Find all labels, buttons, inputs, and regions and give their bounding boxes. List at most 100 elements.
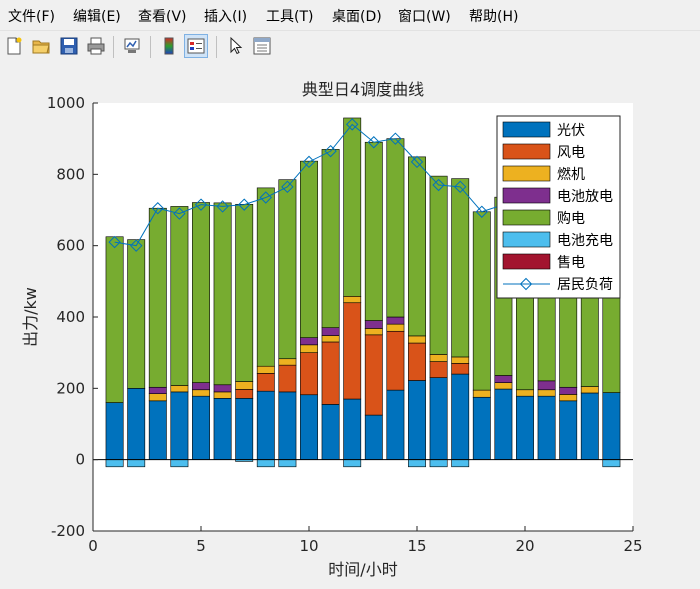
legend-label-6: 售电 (557, 255, 585, 271)
bar-3-12 (365, 321, 382, 329)
bar-2-3 (171, 385, 188, 391)
x-tick-label-1: 5 (196, 537, 206, 555)
x-axis-title: 时间/小时 (328, 560, 397, 579)
bar-0-11 (344, 399, 361, 460)
bar-4-13 (387, 139, 404, 317)
menu-item-3[interactable]: 插入(I) (204, 6, 247, 26)
bar-4-8 (279, 180, 296, 359)
bar-0-8 (279, 392, 296, 460)
bar-1-6 (236, 389, 253, 398)
save-icon[interactable] (57, 34, 81, 58)
bar-2-6 (236, 382, 253, 390)
bar-2-19 (516, 390, 533, 396)
bar-0-2 (149, 401, 166, 460)
open-file-icon[interactable] (29, 34, 53, 58)
bar-2-18 (495, 383, 512, 389)
bar-2-11 (344, 296, 361, 302)
legend-swatch-1 (503, 144, 550, 159)
bar-1-13 (387, 331, 404, 390)
legend-label-4: 购电 (557, 211, 585, 227)
menu-item-4[interactable]: 工具(T) (266, 6, 313, 26)
bar-4-3 (171, 206, 188, 385)
bar-2-4 (192, 390, 209, 396)
bar-0-12 (365, 415, 382, 460)
link-plot-icon[interactable] (120, 34, 144, 58)
menu-item-6[interactable]: 窗口(W) (398, 6, 451, 26)
bar-3-20 (538, 381, 555, 390)
bar-4-17 (473, 212, 490, 390)
legend-swatch-2 (503, 166, 550, 181)
figure-area: 0 5 10 15 20 25 -200 0 200 400 600 800 1000 光伏 风电 燃机 电池… (0, 63, 700, 589)
bar-4-7 (257, 188, 274, 366)
bar-4-11 (344, 118, 361, 296)
bar-0-20 (538, 396, 555, 459)
bar-0-18 (495, 389, 512, 460)
x-tick-label-2: 10 (299, 537, 318, 555)
bar-1-14 (408, 343, 425, 380)
bar-0-13 (387, 390, 404, 460)
bar-3-18 (495, 375, 512, 382)
menu-item-1[interactable]: 编辑(E) (73, 6, 121, 26)
legend-swatch-6 (503, 254, 550, 269)
legend-swatch-5 (503, 232, 550, 247)
new-figure-icon[interactable] (2, 34, 26, 58)
bar-0-5 (214, 398, 231, 459)
bar-2-13 (387, 324, 404, 331)
menu-item-7[interactable]: 帮助(H) (469, 6, 518, 26)
bar-0-22 (581, 393, 598, 460)
bar-0-15 (430, 378, 447, 460)
bar-0-10 (322, 404, 339, 459)
bar-0-6 (236, 398, 253, 459)
bar-2-10 (322, 336, 339, 342)
bar-0-3 (171, 392, 188, 460)
bar-5-16 (452, 460, 469, 467)
y-tick-label-3: 400 (56, 308, 85, 326)
bar-5-14 (408, 460, 425, 467)
bar-3-10 (322, 328, 339, 336)
bar-2-20 (538, 390, 555, 396)
toolbar (0, 30, 700, 64)
bar-4-15 (430, 176, 447, 354)
bar-3-21 (560, 387, 577, 394)
menu-item-2[interactable]: 查看(V) (138, 6, 187, 26)
bar-2-8 (279, 359, 296, 365)
edit-plot-arrow-icon[interactable] (223, 34, 247, 58)
bar-0-16 (452, 374, 469, 460)
bar-5-15 (430, 460, 447, 467)
x-tick-label-3: 15 (407, 537, 426, 555)
bar-4-14 (408, 157, 425, 336)
bar-4-1 (128, 240, 145, 389)
bar-1-16 (452, 363, 469, 374)
property-inspector-icon[interactable] (250, 34, 274, 58)
bar-3-9 (300, 338, 317, 345)
legend-label-3: 电池放电 (557, 189, 613, 205)
menu-item-5[interactable]: 桌面(D) (332, 6, 382, 26)
bar-3-13 (387, 317, 404, 324)
bar-5-1 (128, 460, 145, 467)
bar-0-17 (473, 397, 490, 459)
bar-4-16 (452, 179, 469, 357)
x-tick-label-0: 0 (88, 537, 98, 555)
y-tick-label-2: 200 (56, 379, 85, 397)
bar-5-0 (106, 460, 123, 467)
colorbar-icon[interactable] (157, 34, 181, 58)
menu-item-0[interactable]: 文件(F) (8, 6, 55, 26)
print-icon[interactable] (84, 34, 108, 58)
bar-1-11 (344, 303, 361, 399)
bar-4-4 (192, 203, 209, 383)
bar-2-7 (257, 366, 274, 373)
bar-2-14 (408, 336, 425, 343)
bar-1-9 (300, 353, 317, 395)
bar-0-1 (128, 388, 145, 459)
legend-label-1: 风电 (557, 145, 585, 161)
legend-label-5: 电池充电 (557, 233, 613, 249)
bar-2-21 (560, 394, 577, 400)
bar-4-12 (365, 142, 382, 320)
legend-icon[interactable] (184, 34, 208, 58)
bar-2-16 (452, 357, 469, 363)
bar-3-5 (214, 385, 231, 392)
bar-3-2 (149, 387, 166, 393)
bar-5-8 (279, 460, 296, 467)
bar-0-23 (603, 393, 620, 460)
